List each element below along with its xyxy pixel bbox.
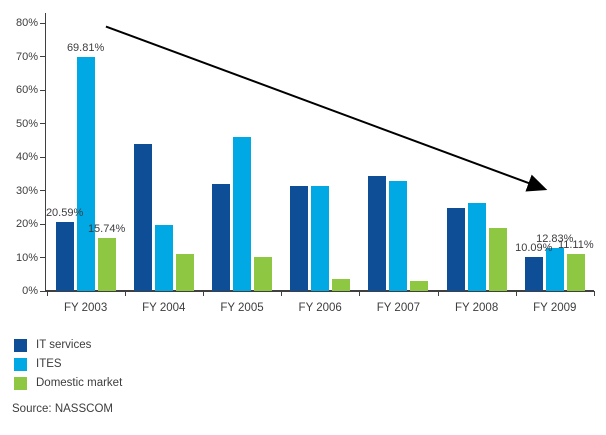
y-tick-mark bbox=[40, 223, 45, 225]
legend-swatch bbox=[14, 377, 27, 390]
bar-it-services-fy-2005 bbox=[212, 183, 230, 291]
bar-ites-fy-2007 bbox=[389, 181, 408, 291]
x-tick-mark bbox=[124, 291, 126, 296]
bar-it-services-fy-2006 bbox=[290, 186, 309, 291]
x-category-label: FY 2005 bbox=[220, 302, 264, 314]
bar-it-services-fy-2004 bbox=[133, 144, 152, 291]
data-label: 69.81% bbox=[66, 42, 105, 55]
bar-it-services-fy-2003 bbox=[55, 222, 74, 291]
x-category-label: FY 2007 bbox=[376, 302, 421, 314]
y-tick-label: 10% bbox=[15, 251, 38, 264]
x-category-label: FY 2008 bbox=[454, 302, 499, 314]
legend-label: IT services bbox=[36, 339, 92, 351]
legend-label: ITES bbox=[36, 358, 62, 370]
data-label: 11.11% bbox=[557, 238, 594, 251]
bar-ites-fy-2005 bbox=[233, 137, 251, 291]
y-tick-label: 0% bbox=[22, 285, 38, 297]
data-label: 10.09% bbox=[515, 242, 553, 255]
y-tick-label: 80% bbox=[15, 17, 38, 30]
bar-it-services-fy-2009 bbox=[524, 257, 543, 291]
x-tick-mark bbox=[593, 291, 595, 296]
x-tick-mark bbox=[515, 291, 517, 296]
y-tick-mark bbox=[40, 123, 45, 125]
y-tick-mark bbox=[40, 56, 45, 58]
bar-ites-fy-2009 bbox=[545, 248, 564, 291]
y-axis-line bbox=[45, 13, 46, 291]
legend: IT services ITES Domestic market bbox=[14, 339, 122, 396]
x-category-label: FY 2003 bbox=[63, 302, 108, 314]
y-tick-mark bbox=[40, 89, 45, 91]
x-category-label: FY 2004 bbox=[142, 302, 186, 314]
bar-ites-fy-2006 bbox=[311, 185, 330, 291]
bar-domestic-market-fy-2005 bbox=[254, 256, 272, 291]
data-label: 20.59% bbox=[45, 207, 84, 220]
y-tick-mark bbox=[40, 22, 45, 24]
y-tick-label: 50% bbox=[15, 117, 38, 130]
x-tick-mark bbox=[46, 291, 48, 296]
legend-item-it-services: IT services bbox=[14, 339, 122, 352]
data-label: 15.74% bbox=[87, 223, 126, 236]
legend-swatch bbox=[14, 358, 27, 371]
legend-swatch bbox=[14, 339, 27, 352]
y-tick-mark bbox=[40, 190, 45, 192]
legend-label: Domestic market bbox=[36, 377, 123, 389]
y-tick-label: 30% bbox=[15, 184, 38, 197]
y-tick-label: 40% bbox=[15, 151, 38, 164]
x-tick-mark bbox=[359, 291, 361, 296]
bar-domestic-market-fy-2008 bbox=[488, 227, 507, 291]
y-tick-label: 70% bbox=[15, 50, 38, 63]
legend-item-domestic-market: Domestic market bbox=[14, 377, 122, 390]
data-label: 12.83% bbox=[536, 233, 574, 246]
y-tick-mark bbox=[40, 156, 45, 158]
bar-ites-fy-2003 bbox=[76, 57, 95, 291]
bar-ites-fy-2008 bbox=[467, 203, 486, 291]
bar-it-services-fy-2008 bbox=[446, 208, 465, 291]
source-note: Source: NASSCOM bbox=[12, 403, 113, 415]
y-tick-mark bbox=[40, 290, 45, 292]
bar-it-services-fy-2007 bbox=[368, 175, 387, 291]
bar-domestic-market-fy-2006 bbox=[332, 279, 351, 291]
y-tick-mark bbox=[40, 257, 45, 259]
bar-domestic-market-fy-2007 bbox=[410, 280, 429, 291]
x-tick-mark bbox=[202, 291, 204, 296]
y-tick-label: 60% bbox=[15, 84, 38, 97]
x-category-label: FY 2009 bbox=[533, 302, 577, 314]
bar-domestic-market-fy-2004 bbox=[175, 254, 194, 291]
bar-domestic-market-fy-2009 bbox=[566, 253, 585, 291]
x-tick-mark bbox=[281, 291, 283, 296]
bar-domestic-market-fy-2003 bbox=[97, 238, 116, 291]
y-tick-label: 20% bbox=[15, 218, 38, 231]
bar-ites-fy-2004 bbox=[154, 225, 173, 291]
x-category-label: FY 2006 bbox=[298, 302, 342, 314]
legend-item-ites: ITES bbox=[14, 358, 122, 371]
x-tick-mark bbox=[437, 291, 439, 296]
